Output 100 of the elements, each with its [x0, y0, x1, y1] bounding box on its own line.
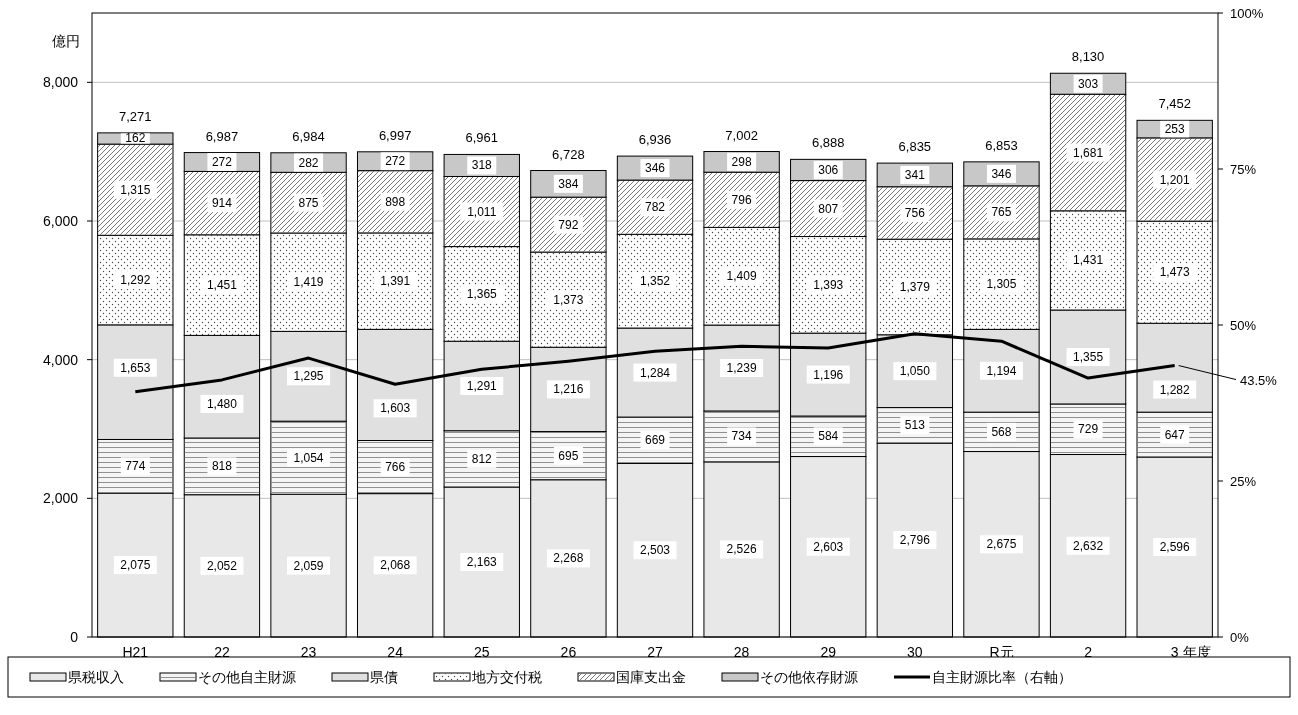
- data-label: 346: [991, 166, 1012, 181]
- total-label: 7,452: [1158, 96, 1191, 112]
- x-tick-label: 27: [647, 644, 663, 660]
- data-label: 669: [644, 433, 666, 448]
- y-axis-title: 億円: [52, 33, 80, 49]
- legend-label: 国庫支出金: [616, 669, 686, 685]
- data-label: 1,419: [293, 275, 324, 290]
- data-label: 1,305: [986, 277, 1017, 292]
- y2-tick-label: 25%: [1230, 474, 1257, 489]
- x-tick-label: 3: [1170, 644, 1179, 660]
- data-label: 792: [558, 217, 579, 232]
- data-label: 1,473: [1159, 265, 1191, 280]
- legend-label: その他依存財源: [760, 669, 858, 685]
- total-label: 6,936: [638, 132, 672, 148]
- x-tick-label: 26: [560, 644, 577, 660]
- legend-label: その他自主財源: [198, 669, 296, 685]
- data-label: 346: [644, 161, 666, 176]
- y2-tick-label: 50%: [1230, 318, 1257, 333]
- data-label: 1,291: [466, 378, 498, 393]
- data-label: 796: [731, 192, 752, 207]
- data-label: 298: [731, 154, 752, 169]
- data-label: 513: [904, 418, 926, 433]
- data-label: 2,503: [639, 543, 671, 558]
- legend-label: 県税収入: [68, 669, 124, 685]
- x-tick-label: 30: [907, 644, 923, 660]
- total-label: 6,984: [292, 128, 325, 144]
- data-label: 1,451: [206, 278, 238, 293]
- y-tick-label: 0: [70, 629, 79, 645]
- data-label: 774: [125, 459, 146, 474]
- data-label: 2,675: [986, 537, 1017, 552]
- data-label: 2,596: [1159, 540, 1191, 555]
- data-label: 818: [211, 459, 233, 474]
- data-label: 43.5%: [1240, 372, 1278, 388]
- total-label: 6,835: [898, 139, 932, 155]
- data-label: 2,068: [380, 558, 411, 573]
- data-label: 568: [991, 424, 1012, 439]
- data-label: 318: [471, 158, 493, 173]
- x-tick-label: 29: [820, 644, 837, 660]
- data-label: 1,284: [639, 365, 671, 380]
- data-label: 162: [125, 131, 146, 146]
- data-label: 807: [818, 201, 839, 216]
- data-label: 875: [298, 195, 319, 210]
- data-label: 1,365: [466, 286, 498, 301]
- data-label: 272: [211, 155, 233, 169]
- data-label: 1,315: [120, 182, 151, 197]
- total-label: 7,271: [119, 108, 152, 124]
- x-tick-label: H21: [122, 644, 149, 660]
- legend-label: 自主財源比率（右軸）: [932, 669, 1072, 685]
- data-label: 1,196: [813, 367, 844, 382]
- data-label: 1,292: [120, 273, 151, 288]
- y2-tick-label: 0%: [1230, 630, 1250, 645]
- x-tick-label: 22: [214, 644, 230, 660]
- data-label: 1,352: [639, 274, 671, 289]
- data-label: 812: [471, 451, 493, 466]
- data-label: 914: [211, 196, 233, 211]
- total-label: 6,853: [985, 137, 1018, 153]
- data-label: 1,391: [380, 274, 411, 289]
- y2-tick-label: 100%: [1230, 6, 1264, 21]
- data-label: 1,050: [899, 364, 931, 379]
- data-label: 303: [1078, 76, 1099, 91]
- data-label: 1,431: [1073, 253, 1104, 268]
- data-label: 1,603: [380, 401, 411, 416]
- data-label: 782: [644, 200, 666, 215]
- data-label: 2,632: [1073, 538, 1104, 553]
- data-label: 341: [904, 167, 926, 182]
- legend-label: 地方交付税: [471, 669, 542, 685]
- legend-label: 県債: [370, 669, 398, 685]
- x-tick-label: 25: [473, 644, 490, 660]
- data-label: 1,282: [1159, 382, 1191, 397]
- data-label: 584: [818, 429, 839, 444]
- data-label: 253: [1164, 122, 1186, 137]
- y-tick-label: 6,000: [42, 213, 79, 229]
- data-label: 647: [1164, 427, 1186, 442]
- data-label: 1,239: [726, 361, 757, 376]
- total-label: 6,888: [811, 135, 845, 151]
- data-label: 1,295: [293, 369, 324, 384]
- data-label: 1,379: [899, 279, 931, 294]
- data-label: 1,373: [553, 292, 584, 307]
- data-label: 1,681: [1073, 145, 1104, 160]
- data-label: 2,796: [899, 533, 931, 548]
- y2-tick-label: 75%: [1230, 162, 1257, 177]
- data-label: 2,268: [553, 551, 584, 566]
- total-label: 6,997: [378, 127, 412, 143]
- data-label: 282: [298, 155, 319, 170]
- data-label: 1,216: [553, 382, 584, 397]
- data-label: 306: [818, 162, 839, 177]
- data-label: 729: [1078, 422, 1099, 437]
- data-label: 766: [385, 460, 406, 475]
- data-label: 1,653: [120, 360, 151, 375]
- data-label: 1,054: [293, 450, 324, 465]
- x-tick-label: 28: [733, 644, 750, 660]
- data-label: 1,194: [986, 363, 1017, 378]
- total-label: 6,961: [465, 130, 499, 146]
- data-label: 2,526: [726, 542, 757, 557]
- data-label: 272: [385, 154, 406, 169]
- data-label: 2,603: [813, 539, 844, 554]
- data-label: 2,075: [120, 558, 151, 573]
- x-tick-label: 2: [1084, 644, 1093, 660]
- x-tick-label: 24: [387, 644, 404, 660]
- data-label: 384: [558, 176, 579, 191]
